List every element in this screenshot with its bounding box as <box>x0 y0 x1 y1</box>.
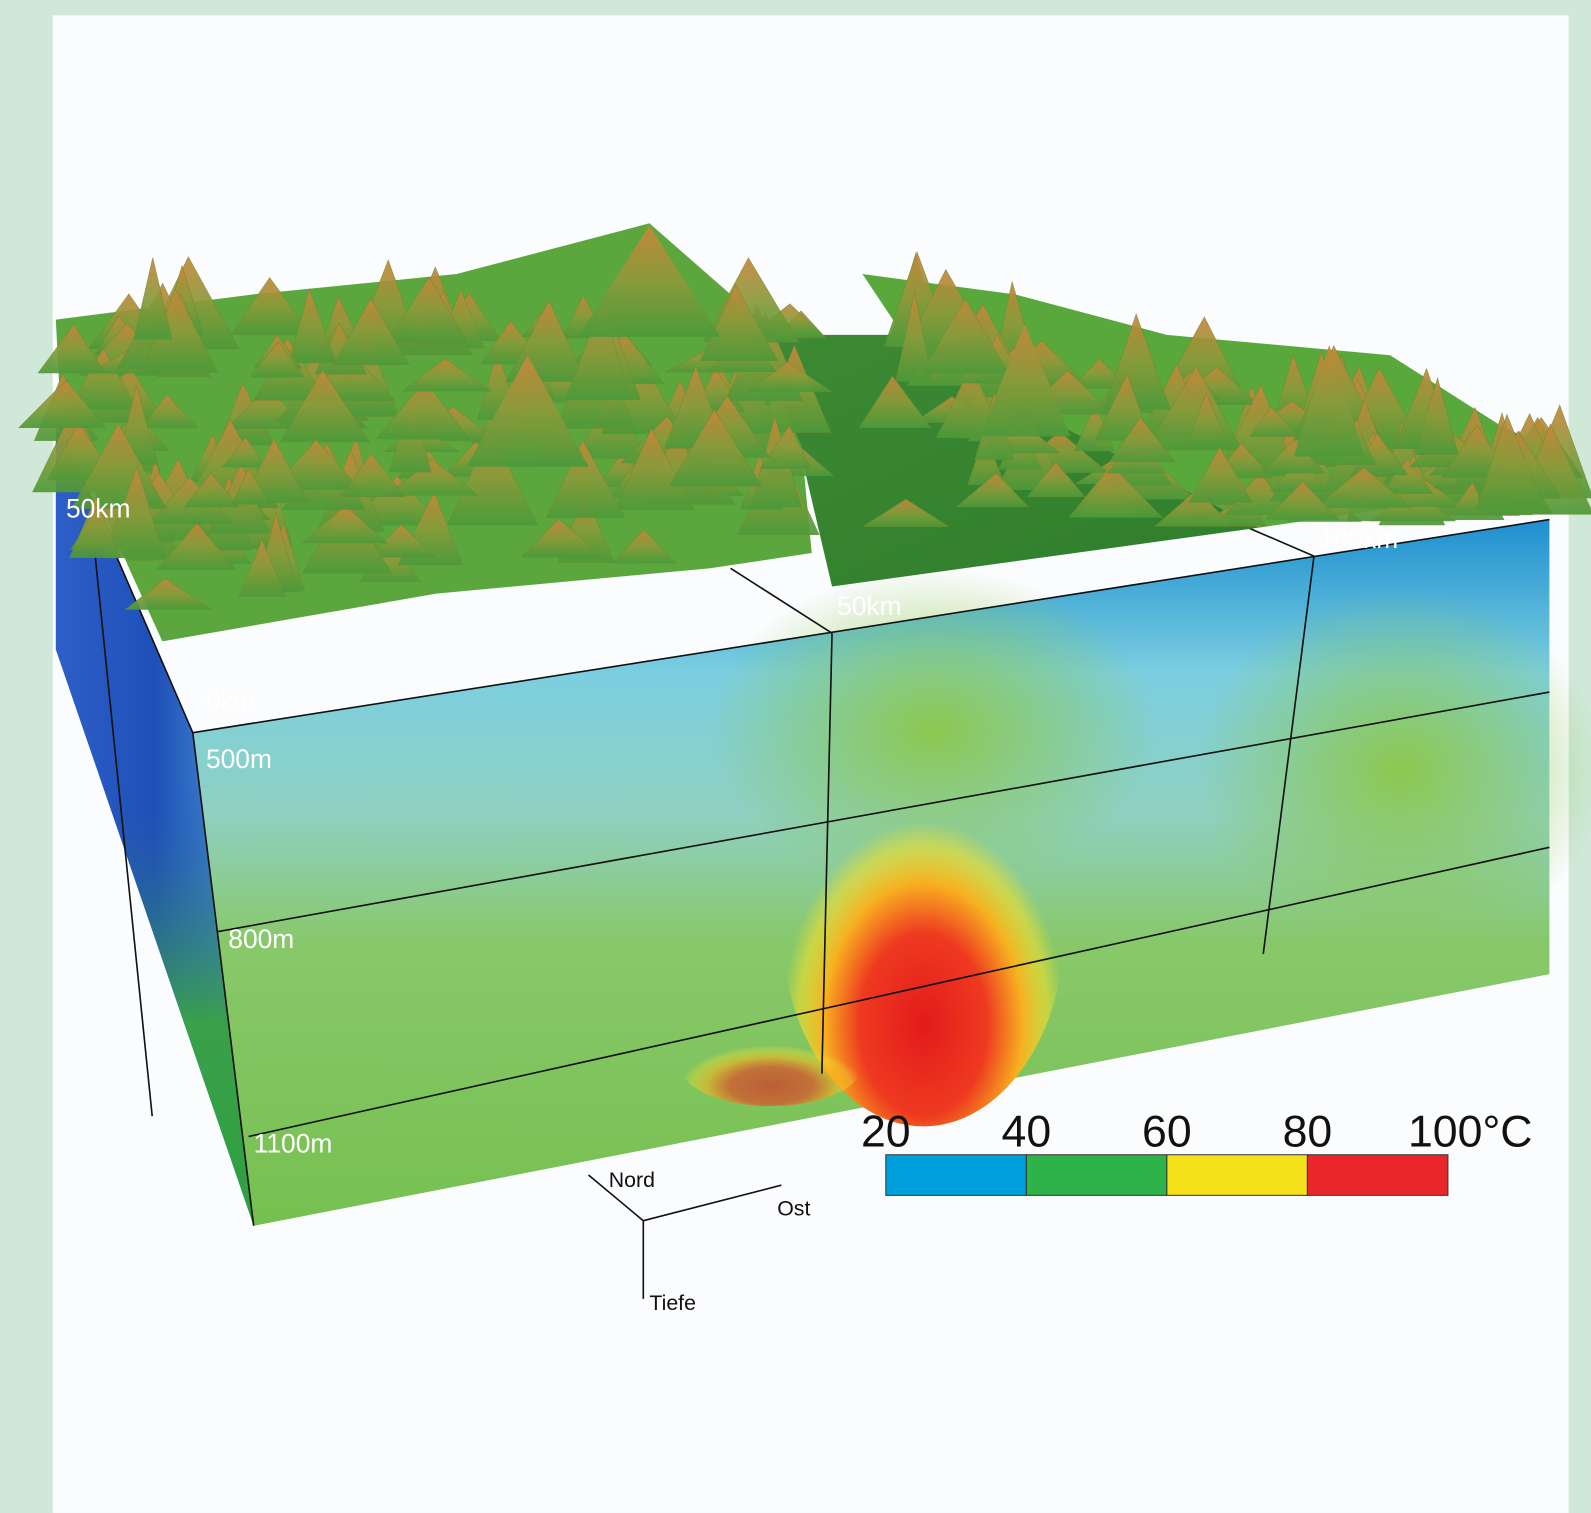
peak <box>124 577 214 610</box>
peak <box>614 427 695 511</box>
compass-axis <box>643 1184 782 1222</box>
edge <box>730 567 833 634</box>
peak <box>279 369 371 443</box>
peak <box>564 302 632 400</box>
peak <box>1414 377 1459 455</box>
peak <box>231 468 271 505</box>
peak <box>156 522 237 570</box>
peak <box>1380 458 1434 494</box>
peak <box>387 276 468 343</box>
colorbar-segment <box>1166 1154 1308 1196</box>
peak <box>446 430 539 526</box>
edge <box>821 633 833 1074</box>
peak <box>333 297 410 366</box>
peak <box>861 498 950 527</box>
peak <box>1313 467 1412 508</box>
depth-label: 500m <box>206 744 272 774</box>
peak <box>858 375 932 428</box>
peak <box>375 380 471 440</box>
compass: Nord Ost Tiefe <box>587 1168 810 1315</box>
peak <box>955 472 1030 508</box>
peak <box>979 324 1071 437</box>
peak <box>1068 464 1163 518</box>
edge <box>192 518 1550 734</box>
colorbar-segment <box>885 1154 1027 1196</box>
peak <box>238 538 287 597</box>
depth-label: 800m <box>228 924 294 954</box>
peak <box>401 358 493 392</box>
compass-axis <box>587 1174 644 1222</box>
edge <box>92 537 154 1117</box>
heat-plume <box>781 720 1066 1127</box>
edge <box>1262 556 1315 954</box>
peak <box>103 466 166 559</box>
peak <box>759 425 812 469</box>
colorbar-label: 60 <box>1142 1108 1192 1157</box>
peak <box>1026 461 1086 498</box>
peak <box>385 459 479 496</box>
compass-label: Ost <box>777 1197 810 1221</box>
peak <box>69 496 122 558</box>
shade <box>1197 588 1591 954</box>
peak <box>610 529 678 564</box>
colorbar-segment <box>1306 1154 1449 1196</box>
depth-label: 0km <box>206 685 256 715</box>
peak <box>920 298 1010 374</box>
peak <box>141 394 199 429</box>
peak <box>466 355 589 467</box>
peak <box>546 439 626 518</box>
peak <box>1153 489 1235 527</box>
distance-label: 50km <box>837 591 902 621</box>
peak <box>1264 481 1340 520</box>
peak <box>1249 406 1299 437</box>
peak <box>301 505 389 544</box>
block-side-shade <box>55 416 254 1226</box>
colorbar-label: 100°C <box>1408 1108 1533 1157</box>
peak <box>1108 417 1176 463</box>
heat-plume <box>679 1024 863 1107</box>
peak <box>668 408 763 487</box>
colorbar-label: 80 <box>1283 1108 1333 1157</box>
peak <box>1185 392 1231 449</box>
peak <box>37 324 106 374</box>
peak <box>699 284 779 361</box>
peak <box>1293 345 1365 457</box>
distance-label: 100km <box>1319 524 1398 554</box>
peak <box>249 341 305 378</box>
compass-label: Tiefe <box>649 1291 696 1315</box>
peak <box>68 348 138 410</box>
colorbar-label: 40 <box>1002 1108 1052 1157</box>
peak <box>746 361 833 392</box>
colorbar-label: 20 <box>861 1108 911 1157</box>
peak <box>133 257 173 340</box>
peak <box>341 452 406 497</box>
colorbar-segment <box>1025 1154 1168 1196</box>
colorbar: 20 40 60 80 100°C <box>861 1108 1533 1196</box>
peak <box>230 277 312 336</box>
peak <box>520 518 605 558</box>
depth-label: 1100m <box>254 1129 333 1159</box>
peak <box>183 472 241 508</box>
peak <box>895 291 933 382</box>
peak <box>1188 446 1253 503</box>
edge <box>248 846 1550 1138</box>
terrain <box>18 223 1591 642</box>
edge <box>218 691 1550 933</box>
edge <box>1247 526 1315 557</box>
distance-label: 50km <box>66 494 131 524</box>
peak <box>578 225 721 337</box>
peak <box>288 287 337 364</box>
peak <box>1475 413 1546 511</box>
peak <box>221 436 268 468</box>
compass-label: Nord <box>609 1168 655 1192</box>
peak <box>18 379 107 429</box>
